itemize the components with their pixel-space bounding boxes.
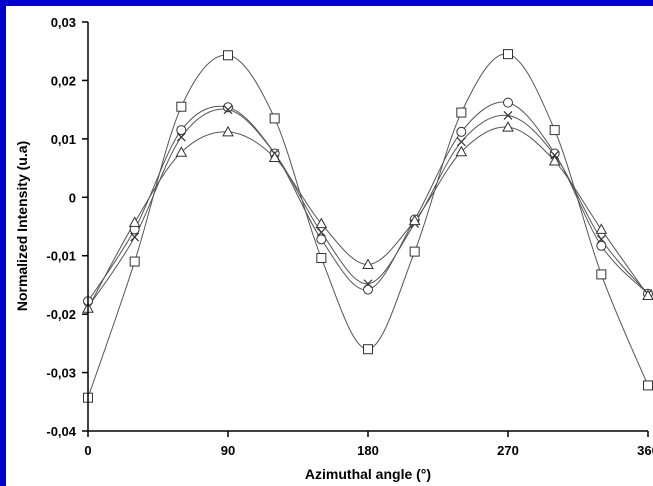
data-point-square [176,101,187,112]
y-tick-label: -0,02 [46,307,76,322]
series-cross-curve [87,108,649,308]
data-point-cross [316,227,326,237]
data-point-triangle [128,216,141,227]
data-point-square [269,113,280,124]
frame-border-left [0,0,6,486]
data-point-triangle [268,151,281,163]
x-axis-ticks: 0 90 180 270 360 [84,431,653,458]
data-point-triangle [502,121,514,132]
y-tick-label: -0,01 [46,249,76,264]
x-tick-label: 360 [637,443,653,458]
data-point-triangle [175,146,188,157]
data-point-square [596,269,607,280]
x-tick-label: 180 [357,443,379,458]
data-point-cross [596,234,606,244]
data-point-cross [176,132,186,142]
data-point-cross [363,279,373,289]
x-tick-label: 90 [221,443,235,458]
frame-border-top [0,0,653,6]
data-point-circle [596,240,607,251]
data-point-square [643,380,653,391]
data-point-triangle [548,155,561,166]
data-point-triangle [408,214,421,226]
data-point-triangle [455,145,468,157]
x-tick-label: 0 [84,443,91,458]
data-point-square [409,246,420,257]
data-point-circle [316,234,327,245]
data-markers [82,49,653,403]
data-point-square [223,50,233,61]
y-tick-label: 0,03 [51,15,76,30]
data-point-triangle [362,258,374,269]
data-point-cross [503,111,513,120]
data-point-circle [503,97,513,108]
plot-area: -0,04 -0,03 -0,02 -0,01 0 0,01 0,02 0,03 0 90 180… [46,15,653,458]
x-tick-label: 270 [497,443,519,458]
data-point-cross [130,232,140,242]
y-tick-label: -0,04 [46,424,76,439]
data-point-square [363,344,373,355]
data-point-square [456,107,467,118]
data-point-triangle [595,223,608,234]
data-point-triangle [315,217,328,229]
data-point-square [129,256,140,267]
y-tick-label: -0,03 [46,366,76,381]
data-point-square [316,253,327,264]
y-tick-label: 0,02 [51,73,76,88]
data-point-circle [223,102,233,113]
data-point-square [503,49,513,60]
data-point-triangle [222,125,234,137]
data-point-square [549,125,560,136]
data-point-cross [456,137,466,147]
y-tick-label: 0,01 [51,132,76,147]
data-point-circle [456,126,467,137]
x-axis-title: Azimuthal angle (°) [305,466,431,482]
y-axis-ticks: -0,04 -0,03 -0,02 -0,01 0 0,01 0,02 0,03 [46,15,88,439]
data-point-triangle [642,289,653,300]
data-point-circle [363,284,373,295]
data-point-circle [176,125,187,136]
data-point-cross [223,105,233,115]
y-axis-title: Normalized Intensity (u.a) [14,141,30,311]
y-tick-label: 0 [69,190,76,205]
